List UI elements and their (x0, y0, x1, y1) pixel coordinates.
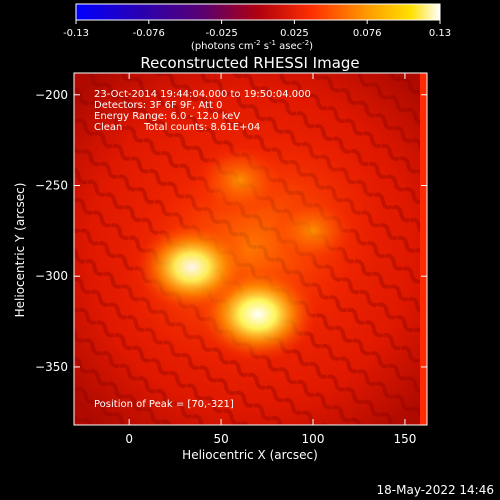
annotation-energy: Energy Range: 6.0 - 12.0 keV (94, 111, 240, 122)
colorbar-tick-label: -0.13 (63, 28, 89, 39)
colorbar: -0.13 -0.076 -0.025 0.025 0.076 0.13 (photons… (63, 3, 451, 52)
colorbar-tick-label: 0.025 (280, 28, 309, 39)
y-tick-label: −200 (35, 88, 68, 102)
y-tick-label: −250 (35, 178, 68, 192)
chart-title: Reconstructed RHESSI Image (140, 54, 359, 72)
plot-frame (73, 72, 428, 426)
x-tick-label: 50 (213, 432, 228, 446)
image-right-strip (420, 73, 427, 425)
annotation-counts: Total counts: 8.61E+04 (143, 122, 260, 133)
footer-date: 18-May-2022 14:46 (377, 483, 494, 497)
colorbar-gradient (75, 3, 441, 21)
annotation-peak: Position of Peak = [70,-321] (94, 399, 234, 410)
y-tick-label: −350 (35, 360, 68, 374)
emission-source (270, 197, 356, 265)
x-tick-label: 100 (302, 432, 325, 446)
x-tick-label: 0 (125, 432, 133, 446)
y-tick-label: −300 (35, 269, 68, 283)
colorbar-unit-label: (photons cm-2 s-1 asec-2) (191, 39, 313, 52)
emission-source (135, 221, 249, 313)
x-axis-label: Heliocentric X (arcsec) (182, 448, 318, 462)
colorbar-tick-label: -0.076 (133, 28, 165, 39)
emission-source (194, 143, 285, 217)
x-tick-label: 150 (393, 432, 416, 446)
annotation-time: 23-Oct-2014 19:44:04.000 to 19:50:04.000 (94, 89, 311, 100)
colorbar-ticks: -0.13 -0.076 -0.025 0.025 0.076 0.13 (63, 20, 451, 39)
emission-sources (116, 129, 385, 367)
colorbar-tick-label: 0.076 (353, 28, 382, 39)
y-axis-label: Heliocentric Y (arcsec) (13, 183, 27, 318)
annotation-detectors: Detectors: 3F 6F 9F, Att 0 (94, 100, 222, 111)
image-area (74, 73, 427, 425)
annotation-clean: Clean (94, 122, 122, 133)
y-axis-ticks: −200 −250 −300 −350 (35, 88, 427, 374)
x-axis-ticks: 0 50 100 150 (125, 73, 416, 446)
colorbar-tick-label: 0.13 (429, 28, 451, 39)
colorbar-tick-label: -0.025 (205, 28, 237, 39)
